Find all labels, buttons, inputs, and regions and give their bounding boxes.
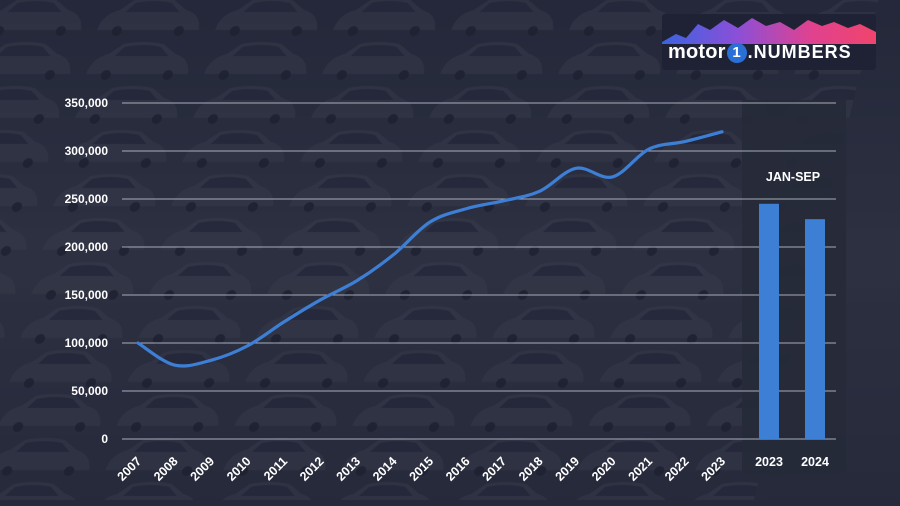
x-tick-label: 2011	[261, 454, 290, 483]
x-tick-label: 2019	[553, 454, 583, 484]
series-line	[136, 130, 724, 368]
x-tick-label: 2007	[115, 454, 145, 484]
y-tick-label: 300,000	[65, 144, 109, 158]
x-tick-label: 2022	[662, 454, 692, 484]
inset-bar-label: 2024	[801, 455, 829, 469]
logo-text-numbers: .NUMBERS	[747, 42, 852, 62]
y-tick-label: 0	[101, 432, 108, 446]
x-tick-label: 2015	[407, 454, 437, 484]
inset-bar	[759, 203, 779, 439]
mountain-graph-icon	[662, 18, 876, 44]
inset-bar-label: 2023	[755, 455, 783, 469]
y-tick-label: 100,000	[65, 336, 109, 350]
x-tick-label: 2012	[297, 454, 327, 484]
x-tick-label: 2014	[370, 454, 400, 484]
x-tick-label: 2008	[151, 454, 181, 484]
x-tick-label: 2013	[334, 454, 364, 484]
y-tick-label: 200,000	[65, 240, 109, 254]
motor1-numbers-logo: motor 1 .NUMBERS	[662, 14, 876, 70]
x-tick-label: 2021	[626, 454, 656, 484]
y-tick-label: 350,000	[65, 96, 109, 110]
x-tick-label: 2009	[188, 454, 218, 484]
y-tick-label: 50,000	[71, 384, 108, 398]
logo-text-motor: motor	[668, 41, 726, 63]
x-tick-label: 2017	[480, 454, 510, 484]
y-tick-label: 150,000	[65, 288, 109, 302]
inset-panel	[742, 100, 846, 474]
x-tick-label: 2016	[443, 454, 473, 484]
logo-one-badge: 1	[726, 43, 747, 63]
y-tick-label: 250,000	[65, 192, 109, 206]
x-tick-label: 2018	[516, 454, 546, 484]
x-tick-label: 2010	[224, 454, 254, 484]
x-tick-label: 2020	[589, 454, 619, 484]
x-tick-label: 2023	[699, 454, 729, 484]
inset-title: JAN-SEP	[766, 170, 820, 184]
inset-bar	[805, 219, 825, 439]
